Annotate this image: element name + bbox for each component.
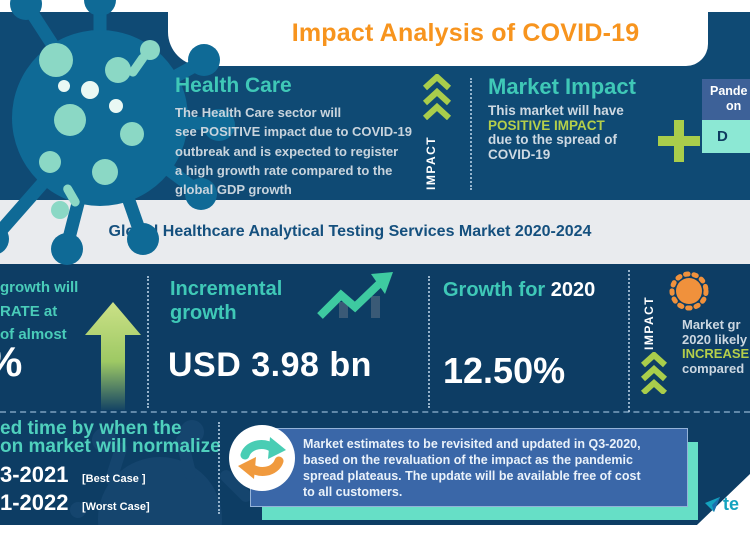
note-line: Market estimates to be revisited and upd… xyxy=(303,437,641,451)
note-line: based on the revaluation of the impact a… xyxy=(303,453,633,467)
best-case-value: 3-2021 xyxy=(0,462,69,487)
note-text: Market estimates to be revisited and upd… xyxy=(251,429,687,500)
cagr-text-line: of almost xyxy=(0,326,67,343)
cagr-text-line: RATE at xyxy=(0,303,58,320)
market-title: Global Healthcare Analytical Testing Ser… xyxy=(108,223,592,240)
best-case-row: 3-2021 [Best Case ] xyxy=(0,462,146,488)
pandemic-card-header-line: Pande xyxy=(710,84,748,98)
market-impact-line: COVID-19 xyxy=(488,146,551,162)
divider xyxy=(628,270,630,412)
market-impact-line: This market will have xyxy=(488,103,624,118)
increase-highlight: INCREASE xyxy=(682,346,750,361)
divider xyxy=(218,422,220,514)
cagr-text-line: growth will xyxy=(0,279,79,296)
market-impact-line: due to the spread of xyxy=(488,132,618,147)
impact-2020-line: 2020 likely xyxy=(682,331,748,347)
healthcare-heading: Health Care xyxy=(175,74,292,97)
market-impact-heading: Market Impact xyxy=(488,74,636,99)
incremental-growth-value: USD 3.98 bn xyxy=(168,346,372,384)
growth-label: Growth for xyxy=(443,279,546,301)
logo-text: te xyxy=(723,494,740,514)
normalize-heading-line: ed time by when the xyxy=(0,418,182,439)
incremental-label-line: growth xyxy=(170,302,237,324)
bottom-strip xyxy=(0,525,750,536)
stats-panel: growth will RATE at of almost % Incremen… xyxy=(0,264,750,525)
note-box: Market estimates to be revisited and upd… xyxy=(250,428,688,507)
healthcare-line: a high growth rate compared to the xyxy=(175,162,393,178)
note-line: to all customers. xyxy=(303,485,403,499)
covid-virus-icon xyxy=(666,268,712,319)
positive-impact-highlight: POSITIVE IMPACT xyxy=(488,117,605,133)
paper-plane-icon xyxy=(705,497,720,512)
technavio-logo: te xyxy=(704,494,739,515)
incremental-growth-heading: Incremental growth xyxy=(170,277,282,325)
pandemic-card-header-line: on xyxy=(726,99,742,113)
worst-case-label: [Worst Case] xyxy=(81,501,150,513)
cagr-percent-fragment: % xyxy=(0,338,22,386)
impact-2020-line: compared xyxy=(682,360,745,376)
separator-band xyxy=(0,200,750,264)
healthcare-line: see POSITIVE impact due to COVID-19 xyxy=(175,124,412,140)
growth-2020-heading: Growth for 2020 xyxy=(443,279,595,302)
impact-2020-description: Market gr 2020 likely INCREASE compared xyxy=(682,317,750,376)
healthcare-line: The Health Care sector will xyxy=(175,105,342,120)
chevron-up-icon xyxy=(422,72,452,125)
chevron-up-icon xyxy=(640,350,668,399)
divider xyxy=(0,411,750,413)
healthcare-description: The Health Care sector will see POSITIVE… xyxy=(175,103,412,199)
worst-case-row: 1-2022 [Worst Case] xyxy=(0,490,150,516)
plus-icon xyxy=(658,120,700,162)
impact-vertical-label: IMPACT xyxy=(424,135,438,190)
note-line: spread plateaus. The update will be avai… xyxy=(303,469,641,483)
impact-2020-line: Market gr xyxy=(682,317,741,332)
virus-silhouette xyxy=(70,420,263,525)
divider xyxy=(470,78,472,190)
pandemic-impact-card: Pande on D xyxy=(702,79,750,153)
up-arrow-icon xyxy=(84,302,142,415)
healthcare-line: outbreak and is expected to register xyxy=(175,143,399,159)
trend-up-icon xyxy=(315,270,399,333)
best-case-label: [Best Case ] xyxy=(81,473,146,485)
divider xyxy=(428,276,430,408)
pandemic-card-value: D xyxy=(702,120,750,153)
incremental-label-line: Incremental xyxy=(170,278,283,300)
market-impact-description: This market will have POSITIVE IMPACT du… xyxy=(488,103,624,162)
coronavirus-icon xyxy=(0,0,278,289)
growth-year: 2020 xyxy=(550,279,596,301)
healthcare-line: global GDP growth xyxy=(175,182,292,198)
refresh-icon xyxy=(228,424,296,497)
pandemic-card-header: Pande on xyxy=(702,79,750,120)
impact-vertical-label: IMPACT xyxy=(642,295,656,350)
normalize-heading-line: on market will normalize xyxy=(0,436,221,457)
growth-2020-value: 12.50% xyxy=(443,350,566,391)
title-band: Impact Analysis of COVID-19 xyxy=(168,0,708,66)
divider xyxy=(147,276,149,408)
worst-case-value: 1-2022 xyxy=(0,490,69,515)
page-title: Impact Analysis of COVID-19 xyxy=(291,18,640,47)
